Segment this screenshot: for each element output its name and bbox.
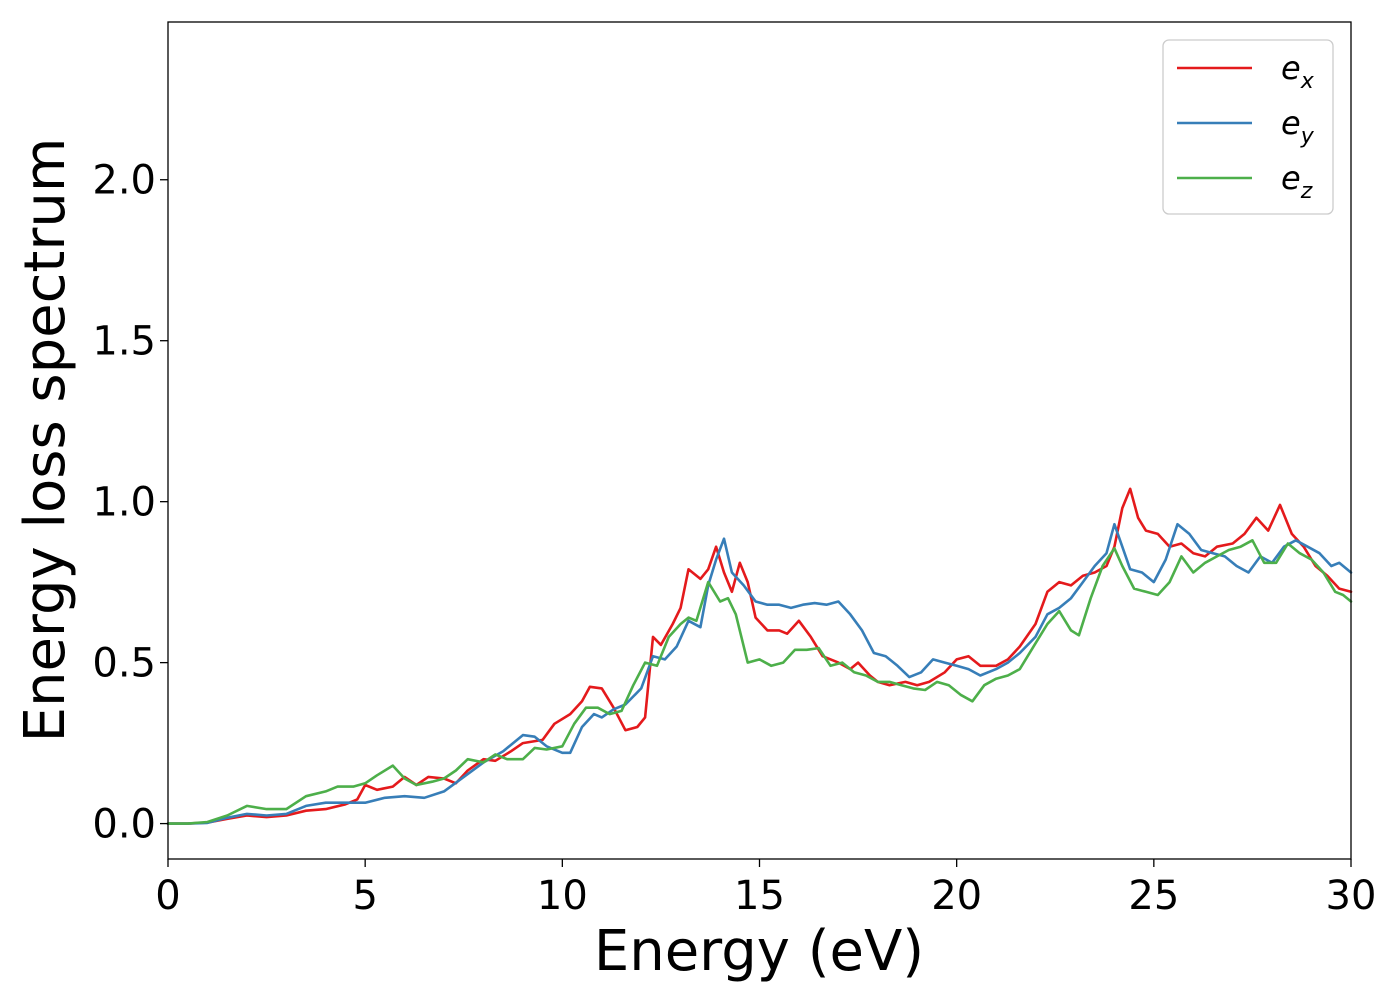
x-tick-label: 15: [734, 873, 785, 919]
series-line-y: [166, 522, 1353, 825]
y-axis-title: Energy loss spectrum: [13, 138, 78, 743]
series-layer: [166, 487, 1353, 825]
x-tick-label: 0: [155, 873, 180, 919]
x-tick-label: 20: [931, 873, 982, 919]
series-line-x: [166, 487, 1353, 825]
y-tick-label: 0.0: [92, 802, 156, 848]
legend-label-x: ex: [1281, 49, 1315, 94]
x-tick-label: 5: [352, 873, 377, 919]
x-tick-label: 10: [537, 873, 588, 919]
y-tick-label: 1.5: [92, 319, 156, 365]
y-tick-label: 1.0: [92, 480, 156, 526]
x-axis: 0 5 10 15 20 25 30: [155, 859, 1376, 919]
x-axis-title: Energy (eV): [594, 919, 924, 984]
x-tick-label: 30: [1326, 873, 1377, 919]
legend-box: [1162, 39, 1334, 215]
legend: ex ey ez: [1162, 39, 1334, 215]
legend-label-y: ey: [1281, 104, 1315, 149]
x-tick-label: 25: [1128, 873, 1179, 919]
y-tick-label: 2.0: [92, 158, 156, 204]
legend-label-z: ez: [1281, 159, 1313, 204]
series-line-z: [166, 539, 1353, 825]
y-tick-label: 0.5: [92, 641, 156, 687]
y-axis: 0.0 0.5 1.0 1.5 2.0: [92, 158, 168, 848]
